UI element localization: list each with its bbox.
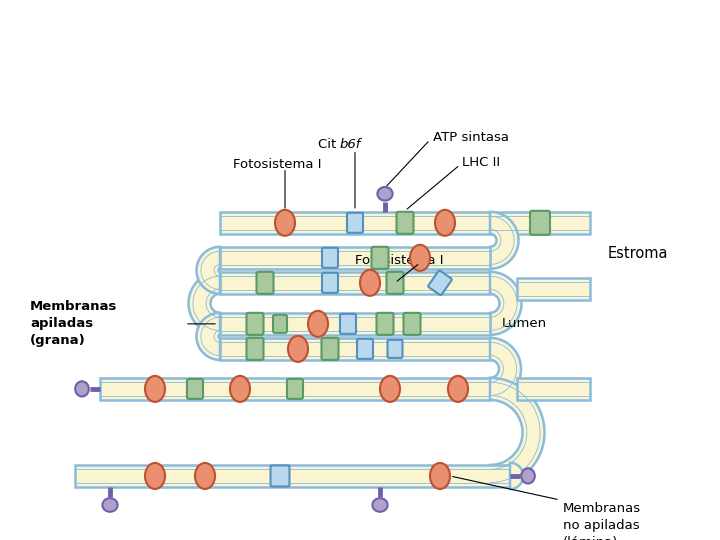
FancyBboxPatch shape [428,271,451,295]
Ellipse shape [360,270,380,296]
Ellipse shape [308,311,328,337]
Ellipse shape [75,381,89,396]
FancyBboxPatch shape [357,339,373,359]
Text: Cit: Cit [318,138,340,151]
FancyBboxPatch shape [387,272,403,294]
FancyBboxPatch shape [372,247,389,269]
Polygon shape [490,378,544,487]
Ellipse shape [102,498,117,512]
Text: Fotosistema I: Fotosistema I [355,254,444,267]
Ellipse shape [430,463,450,489]
FancyBboxPatch shape [322,338,338,360]
Ellipse shape [435,210,455,236]
FancyBboxPatch shape [271,465,289,487]
Ellipse shape [448,376,468,402]
Ellipse shape [372,498,387,512]
Ellipse shape [145,376,165,402]
FancyBboxPatch shape [340,314,356,334]
Ellipse shape [195,463,215,489]
Ellipse shape [521,468,535,483]
FancyBboxPatch shape [322,248,338,268]
Ellipse shape [288,336,308,362]
FancyBboxPatch shape [397,212,413,234]
Ellipse shape [275,210,295,236]
Bar [220,338,490,360]
FancyBboxPatch shape [256,272,274,294]
Bar [100,378,490,400]
FancyBboxPatch shape [347,213,363,233]
Polygon shape [197,313,220,360]
FancyBboxPatch shape [377,313,394,335]
FancyBboxPatch shape [530,211,550,235]
Polygon shape [490,272,521,335]
Text: La distribución de los complejos es asimétrica: La distribución de los complejos es asim… [13,11,700,39]
Text: ATP sintasa: ATP sintasa [433,131,509,144]
Text: Lumen: Lumen [502,318,547,330]
FancyBboxPatch shape [322,273,338,293]
Ellipse shape [230,376,250,402]
Bar [75,465,510,487]
Ellipse shape [410,245,430,271]
Text: Membranas
apiladas
(grana): Membranas apiladas (grana) [30,300,117,347]
FancyBboxPatch shape [403,313,420,335]
Bar [516,278,590,300]
Bar [220,247,490,269]
Polygon shape [197,247,220,294]
Ellipse shape [377,187,392,200]
Bar [220,272,490,294]
FancyBboxPatch shape [287,379,303,399]
FancyBboxPatch shape [246,313,264,335]
Text: b6f: b6f [340,138,361,151]
Bar [516,378,590,400]
FancyBboxPatch shape [387,340,402,358]
Text: Membranas
no apiladas
(lámina): Membranas no apiladas (lámina) [563,502,641,540]
Text: Estroma: Estroma [608,246,668,261]
Bar [220,313,490,335]
Ellipse shape [145,463,165,489]
FancyBboxPatch shape [246,338,264,360]
Polygon shape [189,272,220,335]
Text: LHC II: LHC II [462,156,500,169]
Polygon shape [490,212,518,269]
Ellipse shape [380,376,400,402]
Text: Fotosistema I: Fotosistema I [233,158,322,171]
FancyBboxPatch shape [187,379,203,399]
FancyBboxPatch shape [273,315,287,333]
Polygon shape [510,463,523,489]
Bar [220,212,590,234]
Polygon shape [490,338,521,400]
